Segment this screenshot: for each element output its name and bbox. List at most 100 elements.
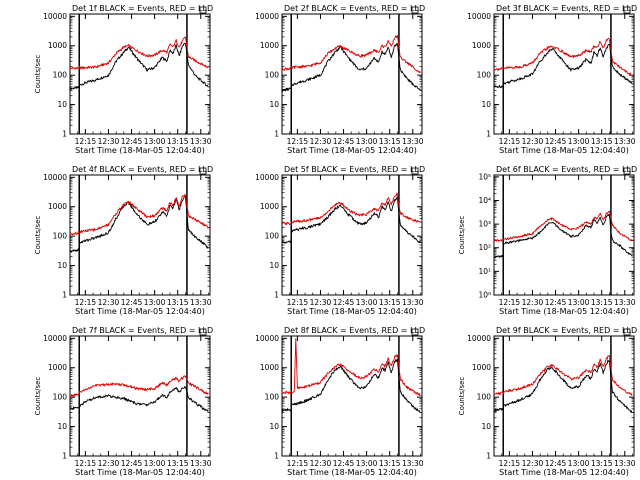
y-tick-label: 10000 xyxy=(43,12,67,21)
y-tick-label: 10000 xyxy=(255,12,279,21)
x-axis-label: Start Time (18-Mar-05 12:04:40) xyxy=(75,468,205,477)
x-tick-label: 13:15 xyxy=(167,459,189,468)
panel-1: Det 1f BLACK = Events, RED = LLD 1 10 100 10… xyxy=(34,4,213,155)
x-axis-label: Start Time (18-Mar-05 12:04:40) xyxy=(75,146,205,155)
x-tick-label: 12:30 xyxy=(98,137,120,146)
x-tick-label: 13:00 xyxy=(568,459,590,468)
events-series-line xyxy=(281,196,421,244)
x-axis-label: Start Time (18-Mar-05 12:04:40) xyxy=(287,468,417,477)
legend-box xyxy=(411,328,419,336)
x-tick-label: 13:15 xyxy=(379,137,401,146)
x-tick-label: 13:30 xyxy=(402,459,424,468)
plot-frame xyxy=(281,335,423,457)
x-tick-label: 13:30 xyxy=(614,298,636,307)
x-tick-label: 13:00 xyxy=(568,298,590,307)
events-series-line xyxy=(493,43,633,89)
y-tick-label: 100 xyxy=(477,393,492,402)
y-tick-label: 10 xyxy=(57,261,67,270)
x-tick-label: 13:30 xyxy=(402,298,424,307)
x-tick-label: 13:00 xyxy=(356,298,378,307)
y-tick-label: 1000 xyxy=(48,202,67,211)
y-tick-label: 10 xyxy=(57,100,67,109)
panel-8: Det 8f BLACK = Events, RED = LLD 1 10 100 10… xyxy=(255,326,425,477)
y-tick-label: 10000 xyxy=(43,173,67,182)
x-tick-label: 12:30 xyxy=(522,459,544,468)
x-tick-label: 13:15 xyxy=(167,298,189,307)
x-tick-label: 12:30 xyxy=(310,459,332,468)
legend-box xyxy=(199,328,207,336)
y-tick-label: 10 xyxy=(481,422,491,431)
x-tick-label: 13:30 xyxy=(190,459,212,468)
y-tick-label: 10000 xyxy=(467,334,491,343)
x-tick-label: 12:15 xyxy=(75,459,97,468)
y-tick-label: 10 xyxy=(269,100,279,109)
legend-box xyxy=(623,6,631,14)
x-tick-label: 12:30 xyxy=(98,298,120,307)
x-tick-label: 13:00 xyxy=(356,459,378,468)
y-axis-label: Counts/sec xyxy=(34,55,42,94)
y-tick-label: 1000 xyxy=(260,363,279,372)
panel-2: Det 2f BLACK = Events, RED = LLD 1 10 100 10… xyxy=(255,4,425,155)
legend-box xyxy=(623,167,631,175)
legend-box xyxy=(623,328,631,336)
x-tick-label: 12:15 xyxy=(287,459,309,468)
events-series-line xyxy=(69,385,209,412)
panel-title: Det 6f BLACK = Events, RED = LLD xyxy=(496,165,637,174)
panel-9: Det 9f BLACK = Events, RED = LLD 1 10 100 10… xyxy=(458,326,637,477)
x-tick-label: 12:45 xyxy=(333,137,355,146)
lld-series-line xyxy=(69,36,209,70)
plot-frame xyxy=(281,13,423,135)
x-tick-label: 12:15 xyxy=(287,298,309,307)
lld-series-line xyxy=(69,193,209,236)
x-axis-label: Start Time (18-Mar-05 12:04:40) xyxy=(287,146,417,155)
y-tick-label: 1000 xyxy=(472,363,491,372)
x-tick-label: 13:00 xyxy=(144,459,166,468)
x-axis-label: Start Time (18-Mar-05 12:04:40) xyxy=(499,146,629,155)
plot-frame xyxy=(493,335,635,457)
x-tick-label: 13:30 xyxy=(614,137,636,146)
x-tick-label: 13:15 xyxy=(379,459,401,468)
x-tick-label: 12:15 xyxy=(499,137,521,146)
panel-3: Det 3f BLACK = Events, RED = LLD 1 10 100 10… xyxy=(467,4,637,155)
plot-frame xyxy=(493,174,635,296)
y-tick-label: 100 xyxy=(265,71,280,80)
panel-title: Det 2f BLACK = Events, RED = LLD xyxy=(284,4,425,13)
x-tick-label: 13:15 xyxy=(591,137,613,146)
x-tick-label: 12:15 xyxy=(75,137,97,146)
y-tick-label: 1 xyxy=(274,130,279,139)
x-tick-label: 13:15 xyxy=(167,137,189,146)
panel-6: Det 6f BLACK = Events, RED = LLD 10⁰ 10¹ 10… xyxy=(458,165,637,316)
lld-series-line xyxy=(69,375,209,398)
y-tick-label: 100 xyxy=(265,393,280,402)
x-tick-label: 12:45 xyxy=(545,298,567,307)
y-tick-label: 100 xyxy=(477,71,492,80)
x-tick-label: 13:00 xyxy=(568,137,590,146)
events-series-line xyxy=(69,195,209,253)
lld-series-line xyxy=(281,338,421,397)
x-tick-label: 12:45 xyxy=(333,298,355,307)
y-axis-label: Counts/sec xyxy=(34,216,42,255)
lld-series-line xyxy=(281,192,421,226)
y-tick-label: 10⁴ xyxy=(478,196,491,205)
plot-frame xyxy=(493,13,635,135)
events-series-line xyxy=(69,42,209,91)
panel-5: Det 5f BLACK = Events, RED = LLD 1 10 100 10… xyxy=(255,165,425,316)
x-tick-label: 13:00 xyxy=(356,137,378,146)
y-tick-label: 1 xyxy=(274,452,279,461)
y-tick-label: 10³ xyxy=(478,220,491,229)
x-tick-label: 12:30 xyxy=(522,298,544,307)
legend-box xyxy=(411,6,419,14)
y-tick-label: 1 xyxy=(486,130,491,139)
x-tick-label: 12:45 xyxy=(545,137,567,146)
x-tick-label: 12:15 xyxy=(287,137,309,146)
x-tick-label: 12:30 xyxy=(98,459,120,468)
y-axis-label: Counts/sec xyxy=(458,377,466,416)
panel-title: Det 1f BLACK = Events, RED = LLD xyxy=(72,4,213,13)
x-tick-label: 13:30 xyxy=(190,137,212,146)
events-series-line xyxy=(281,358,421,413)
x-tick-label: 12:45 xyxy=(545,459,567,468)
x-tick-label: 12:30 xyxy=(310,137,332,146)
y-tick-label: 10⁰ xyxy=(478,291,491,300)
x-axis-label: Start Time (18-Mar-05 12:04:40) xyxy=(499,307,629,316)
